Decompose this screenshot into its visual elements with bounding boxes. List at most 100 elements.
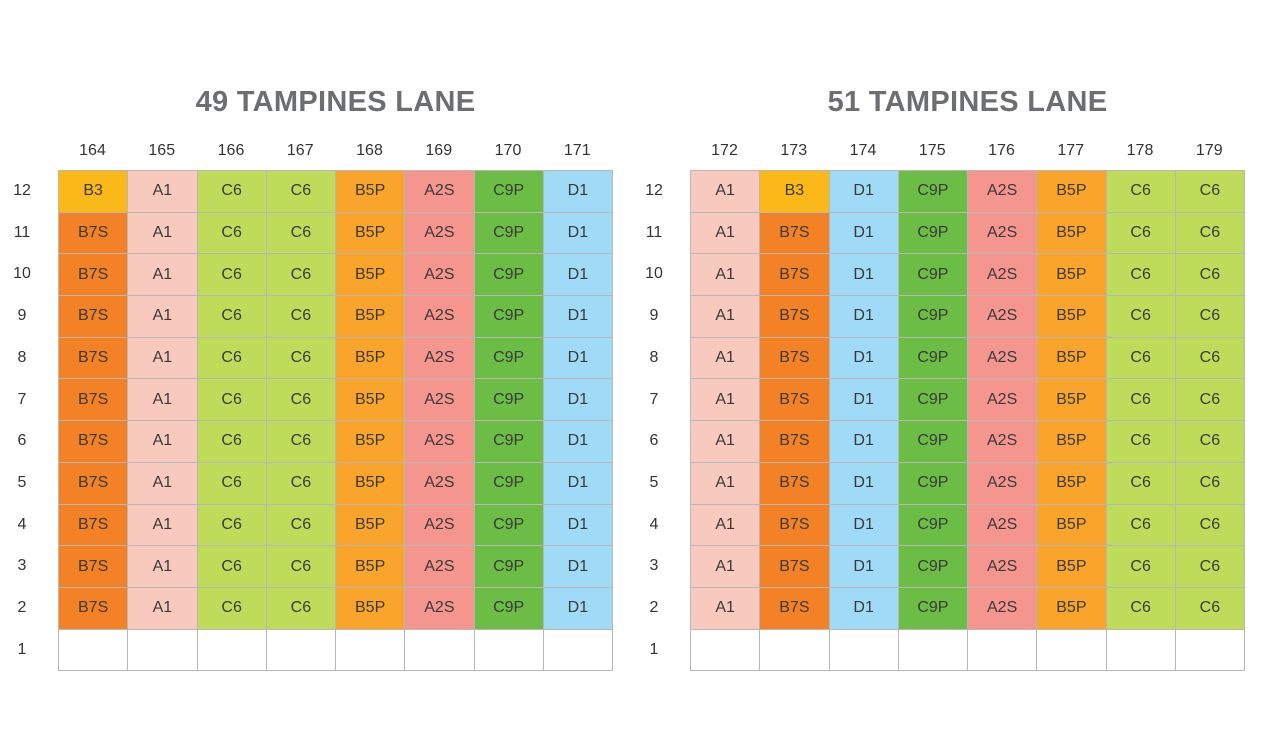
unit-cell-b3: B3 [59, 171, 129, 213]
unit-cell-c9p: C9P [898, 546, 968, 588]
unit-cell-c6: C6 [197, 296, 267, 338]
unit-cell-b7s: B7S [59, 546, 129, 588]
floor-label: 9 [17, 307, 27, 325]
unit-cell-a2s: A2S [968, 296, 1038, 338]
unit-cell-a1: A1 [128, 504, 198, 547]
unit-cell-empty [266, 629, 336, 672]
floor-label: 9 [649, 307, 659, 325]
floor-label: 1 [17, 640, 27, 658]
unit-cell-a1: A1 [691, 171, 761, 213]
floor-label: 8 [649, 348, 659, 366]
unit-cell-a2s: A2S [968, 212, 1038, 255]
unit-cell-a1: A1 [128, 379, 198, 422]
unit-cell-c6: C6 [197, 421, 267, 463]
unit-cell-b5p: B5P [336, 212, 406, 255]
unit-cell-a2s: A2S [405, 421, 475, 463]
floor-label: 4 [649, 515, 659, 533]
unit-cell-empty [128, 629, 198, 672]
unit-cell-empty [691, 629, 761, 672]
unit-cell-b5p: B5P [336, 462, 406, 505]
unit-cell-c9p: C9P [898, 421, 968, 463]
unit-cell-a1: A1 [128, 462, 198, 505]
unit-cell-empty [336, 629, 406, 672]
unit-cell-d1: D1 [829, 212, 899, 255]
floor-label: 1 [649, 640, 659, 658]
unit-cell-c6: C6 [266, 171, 336, 213]
unit-cell-d1: D1 [543, 379, 613, 422]
unit-cell-a2s: A2S [968, 587, 1038, 630]
unit-cell-c6: C6 [1106, 254, 1176, 297]
unit-cell-d1: D1 [543, 546, 613, 588]
unit-cell-b7s: B7S [59, 504, 129, 547]
floor-label: 10 [13, 265, 31, 283]
unit-cell-c6: C6 [1175, 254, 1245, 297]
unit-cell-c6: C6 [266, 254, 336, 297]
unit-cell-b5p: B5P [1037, 296, 1107, 338]
unit-cell-c6: C6 [197, 546, 267, 588]
unit-number-label: 171 [563, 142, 591, 159]
unit-cell-a1: A1 [128, 254, 198, 297]
unit-cell-d1: D1 [829, 587, 899, 630]
unit-number-label: 178 [1126, 142, 1154, 159]
unit-cell-c6: C6 [1175, 504, 1245, 547]
unit-cell-b7s: B7S [760, 337, 830, 380]
unit-cell-c9p: C9P [474, 462, 544, 505]
unit-number-label: 179 [1195, 142, 1223, 159]
unit-cell-empty [59, 629, 129, 672]
unit-cell-c6: C6 [266, 587, 336, 630]
unit-cell-b5p: B5P [1037, 587, 1107, 630]
unit-cell-b5p: B5P [336, 254, 406, 297]
unit-cell-a2s: A2S [968, 462, 1038, 505]
unit-cell-c6: C6 [197, 171, 267, 213]
floor-label: 5 [649, 473, 659, 491]
unit-cell-c6: C6 [1106, 546, 1176, 588]
block-title: 51 TAMPINES LANE [827, 86, 1108, 118]
unit-cell-a1: A1 [691, 379, 761, 422]
unit-cell-a1: A1 [691, 337, 761, 380]
unit-number-label: 174 [849, 142, 877, 159]
floor-label: 8 [17, 348, 27, 366]
unit-cell-empty [968, 629, 1038, 672]
unit-cell-c9p: C9P [898, 587, 968, 630]
unit-cell-c9p: C9P [474, 171, 544, 213]
unit-cell-d1: D1 [543, 254, 613, 297]
unit-cell-a2s: A2S [405, 462, 475, 505]
floor-label: 12 [645, 182, 663, 199]
unit-cell-c9p: C9P [474, 337, 544, 380]
unit-cell-c6: C6 [197, 462, 267, 505]
block-title: 49 TAMPINES LANE [195, 86, 476, 118]
unit-cell-d1: D1 [543, 212, 613, 255]
unit-cell-a2s: A2S [968, 504, 1038, 547]
unit-cell-c9p: C9P [898, 296, 968, 338]
unit-number-label: 170 [494, 142, 522, 159]
unit-cell-b7s: B7S [760, 587, 830, 630]
unit-cell-c6: C6 [197, 504, 267, 547]
unit-cell-a2s: A2S [968, 337, 1038, 380]
unit-cell-d1: D1 [543, 587, 613, 630]
unit-cell-b7s: B7S [760, 546, 830, 588]
unit-cell-d1: D1 [543, 462, 613, 505]
floor-label: 2 [17, 599, 27, 616]
unit-cell-c6: C6 [1106, 379, 1176, 422]
unit-cell-c6: C6 [266, 337, 336, 380]
unit-cell-a1: A1 [128, 587, 198, 630]
unit-cell-d1: D1 [543, 421, 613, 463]
unit-cell-b7s: B7S [59, 379, 129, 422]
unit-cell-a1: A1 [691, 504, 761, 547]
unit-cell-a1: A1 [128, 337, 198, 380]
unit-cell-c9p: C9P [474, 379, 544, 422]
unit-number-label: 166 [217, 142, 245, 159]
unit-cell-d1: D1 [829, 296, 899, 338]
unit-cell-a2s: A2S [405, 504, 475, 547]
unit-cell-d1: D1 [829, 337, 899, 380]
unit-cell-c9p: C9P [474, 504, 544, 547]
unit-cell-c6: C6 [1175, 546, 1245, 588]
unit-cell-b7s: B7S [760, 421, 830, 463]
unit-number-label: 175 [918, 142, 946, 159]
floor-label: 4 [17, 515, 27, 533]
unit-cell-c6: C6 [1175, 462, 1245, 505]
unit-cell-d1: D1 [829, 421, 899, 463]
unit-cell-c6: C6 [1175, 379, 1245, 422]
unit-cell-c6: C6 [1175, 212, 1245, 255]
unit-cell-a1: A1 [691, 296, 761, 338]
